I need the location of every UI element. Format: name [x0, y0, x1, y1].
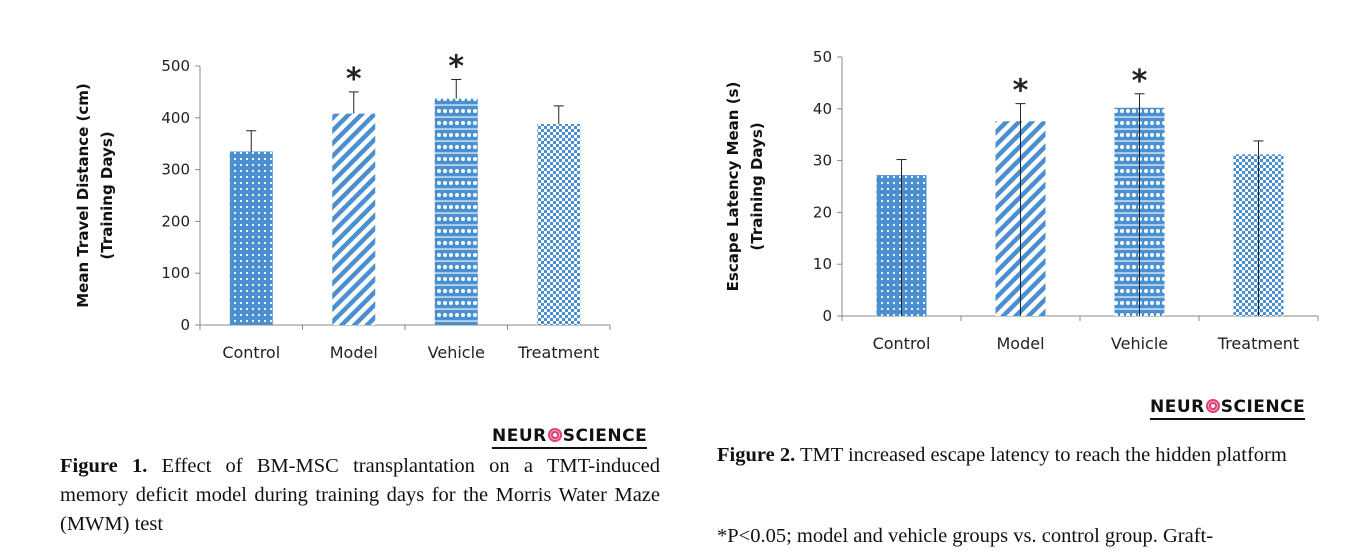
significance-star: * — [346, 62, 362, 97]
x-tick-label: Control — [222, 343, 280, 362]
x-tick-label: Model — [996, 334, 1044, 353]
x-tick-label: Vehicle — [1111, 334, 1168, 353]
x-tick-label: Vehicle — [428, 343, 485, 362]
y-tick-label: 300 — [161, 161, 190, 179]
neuroscience-logo-1: NEUR SCIENCE — [492, 427, 648, 449]
figure-1-caption: Figure 1. Effect of BM-MSC transplantati… — [60, 452, 660, 539]
figure-1-text: Effect of BM-MSC transplantation on a TM… — [60, 455, 660, 535]
chart-1-travel-distance: 0 100 200 300 400 500 Control * Model * Vehicle Tre… — [74, 49, 611, 362]
logo-dot-icon — [1205, 399, 1220, 413]
x-tick-label: Model — [330, 343, 378, 362]
figure-2-text: TMT increased escape latency to reach th… — [795, 444, 1287, 466]
y-tick-label: 50 — [813, 48, 832, 66]
bar-control — [229, 151, 273, 325]
y-tick-label: 100 — [161, 264, 190, 282]
y-tick-label: 10 — [813, 255, 832, 273]
figure-1-label: Figure 1. — [60, 455, 148, 477]
x-tick-label: Control — [873, 334, 931, 353]
logo-dot-icon — [547, 428, 562, 442]
y-axis-label: Escape Latency Mean (s) — [724, 82, 742, 292]
chart-2-escape-latency: 0 10 20 30 40 50 Control * Model * Vehicle Treatmen… — [724, 48, 1319, 353]
x-tick-label: Treatment — [517, 343, 599, 362]
figure-2-significance-note: *P<0.05; model and vehicle groups vs. co… — [717, 525, 1214, 547]
y-tick-label: 30 — [813, 152, 832, 170]
y-tick-label: 40 — [813, 100, 832, 118]
figure-2-caption: Figure 2. TMT increased escape latency t… — [717, 441, 1317, 470]
significance-star: * — [1013, 74, 1029, 109]
x-tick-label: Treatment — [1217, 334, 1299, 353]
figure-2-label: Figure 2. — [717, 444, 796, 466]
y-tick-label: 400 — [161, 109, 190, 127]
significance-star: * — [448, 49, 464, 84]
bar-treatment — [537, 124, 581, 326]
neuroscience-logo-2: NEUR SCIENCE — [1150, 398, 1306, 420]
y-tick-label: 20 — [813, 203, 832, 221]
significance-star: * — [1132, 64, 1148, 99]
y-tick-label: 0 — [822, 307, 832, 325]
bar-vehicle — [434, 98, 478, 325]
y-axis-label: Mean Travel Distance (cm) — [74, 83, 92, 308]
y-axis-label-sub: (Training Days) — [98, 131, 116, 259]
bar-model — [332, 113, 376, 325]
y-tick-label: 0 — [180, 316, 190, 334]
y-tick-label: 200 — [161, 212, 190, 230]
y-axis-label-sub: (Training Days) — [748, 122, 766, 250]
y-tick-label: 500 — [161, 57, 190, 75]
